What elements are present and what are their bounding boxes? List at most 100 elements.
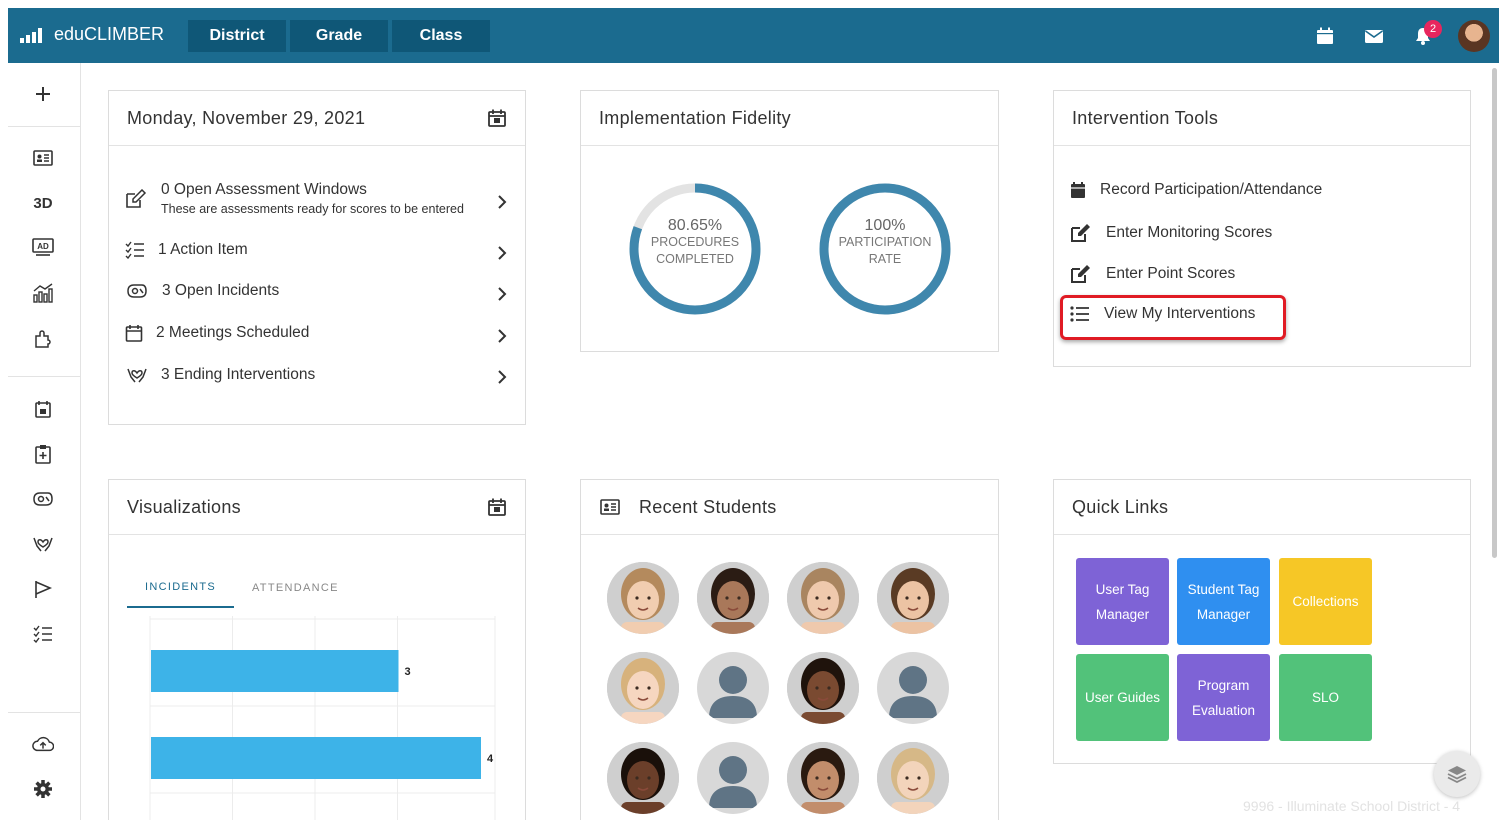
sidebar-divider [8,712,80,713]
record-participation-link[interactable]: Record Participation/Attendance [1070,181,1322,199]
list-item-action-items[interactable]: 1 Action Item [125,241,248,259]
chevron-right-icon[interactable] [497,246,507,260]
quick-link-student-tag-manager[interactable]: Student Tag Manager [1177,558,1270,645]
incident-icon[interactable] [32,488,54,510]
tool-label: Record Participation/Attendance [1100,181,1323,198]
user-avatar[interactable] [1458,20,1490,52]
list-item-assessments[interactable]: 0 Open Assessment Windows These are asse… [125,181,464,216]
brand-logo[interactable]: eduCLIMBER [20,24,164,45]
quick-link-slo[interactable]: SLO [1279,654,1372,741]
edit-icon [1071,224,1090,242]
ring-label-line2: COMPLETED [656,252,734,266]
notification-badge: 2 [1424,20,1442,38]
chevron-right-icon[interactable] [497,329,507,343]
user-silhouette-icon [709,756,757,808]
student-avatar[interactable] [787,652,859,724]
calendar-icon [1071,182,1085,198]
student-card-icon [600,499,620,515]
tab-attendance[interactable]: ATTENDANCE [251,582,339,594]
ring-progress [629,183,761,315]
edit-icon [126,188,147,208]
recent-students-title: Recent Students [639,496,777,517]
list-item-meetings[interactable]: 2 Meetings Scheduled [125,324,309,342]
tab-class[interactable]: Class [392,20,490,52]
enter-monitoring-scores-link[interactable]: Enter Monitoring Scores [1070,223,1272,243]
scrollbar[interactable] [1492,68,1497,558]
ring-label-line2: RATE [868,252,902,266]
tool-label: Enter Point Scores [1106,265,1236,282]
item-subtext: These are assessments ready for scores t… [161,202,464,216]
puzzle-icon[interactable] [32,327,54,349]
student-avatar[interactable] [787,742,859,814]
app-frame: eduCLIMBER District Grade Class 2 3D AD … [8,8,1499,820]
calendar-icon[interactable] [487,497,507,517]
heart-hands-icon[interactable] [32,533,54,555]
student-avatar[interactable] [787,562,859,634]
sidebar-divider [8,376,80,377]
student-photo [787,562,859,634]
recent-students-card: Recent Students [580,479,999,820]
flag-icon[interactable] [32,578,54,600]
layers-icon [1447,766,1467,783]
chart-icon[interactable] [32,282,54,304]
quick-links-card: Quick Links User Tag Manager Student Tag… [1053,479,1471,764]
chevron-right-icon[interactable] [497,370,507,384]
clipboard-icon[interactable] [32,443,54,465]
bar-data-label: 3 [405,666,411,678]
student-avatar[interactable] [607,742,679,814]
list-item-interventions[interactable]: 3 Ending Interventions [125,365,315,385]
student-photo [697,562,769,634]
chevron-right-icon[interactable] [497,195,507,209]
quick-links-title: Quick Links [1072,496,1169,517]
mail-icon[interactable] [1364,26,1384,46]
student-avatar[interactable] [607,562,679,634]
ring-value: 100% [864,217,906,234]
list-item-incidents[interactable]: 3 Open Incidents [125,282,279,300]
sidebar-3d[interactable]: 3D [33,194,53,212]
ad-icon[interactable]: AD [32,236,54,258]
quick-link-collections[interactable]: Collections [1279,558,1372,645]
heart-hands-icon [127,368,147,383]
student-avatar-placeholder[interactable] [697,742,769,814]
ring-label-line1: PARTICIPATION [838,235,932,249]
calendar-icon[interactable] [32,398,54,420]
tab-incidents[interactable]: INCIDENTS [127,568,234,608]
bar[interactable] [151,650,399,692]
tool-label: Enter Monitoring Scores [1106,224,1273,241]
gear-icon[interactable] [32,778,54,800]
quick-link-user-tag-manager[interactable]: User Tag Manager [1076,558,1169,645]
layers-fab-button[interactable] [1434,751,1480,797]
date-card: Monday, November 29, 2021 0 Open Assessm… [108,90,526,425]
add-icon[interactable] [32,83,54,105]
calendar-icon[interactable] [1315,26,1335,46]
chevron-right-icon[interactable] [497,287,507,301]
student-card-icon[interactable] [32,147,54,169]
quick-link-user-guides[interactable]: User Guides [1076,654,1169,741]
bar-data-label: 4 [487,753,494,765]
sidebar: 3D AD [8,63,81,820]
student-avatar[interactable] [697,562,769,634]
student-avatar[interactable] [877,742,949,814]
bar[interactable] [151,737,481,779]
student-photo [787,652,859,724]
user-silhouette-icon [889,666,937,718]
sidebar-divider [8,126,80,127]
tab-district[interactable]: District [188,20,286,52]
student-avatar[interactable] [607,652,679,724]
cloud-upload-icon[interactable] [32,733,54,755]
tab-grade[interactable]: Grade [290,20,388,52]
enter-point-scores-link[interactable]: Enter Point Scores [1070,264,1235,284]
student-avatar-placeholder[interactable] [697,652,769,724]
svg-text:AD: AD [37,242,49,251]
checklist-icon[interactable] [32,623,54,645]
quick-link-program-evaluation[interactable]: Program Evaluation [1177,654,1270,741]
item-label: 1 Action Item [158,241,248,258]
item-label: 3 Open Incidents [162,282,280,299]
highlight-box [1060,295,1286,340]
intervention-tools-card: Intervention Tools Record Participation/… [1053,90,1471,367]
calendar-icon[interactable] [487,108,507,128]
student-avatar[interactable] [877,562,949,634]
student-avatar-placeholder[interactable] [877,652,949,724]
view-my-interventions-link[interactable]: View My Interventions [1070,305,1255,323]
fidelity-title: Implementation Fidelity [599,107,791,128]
